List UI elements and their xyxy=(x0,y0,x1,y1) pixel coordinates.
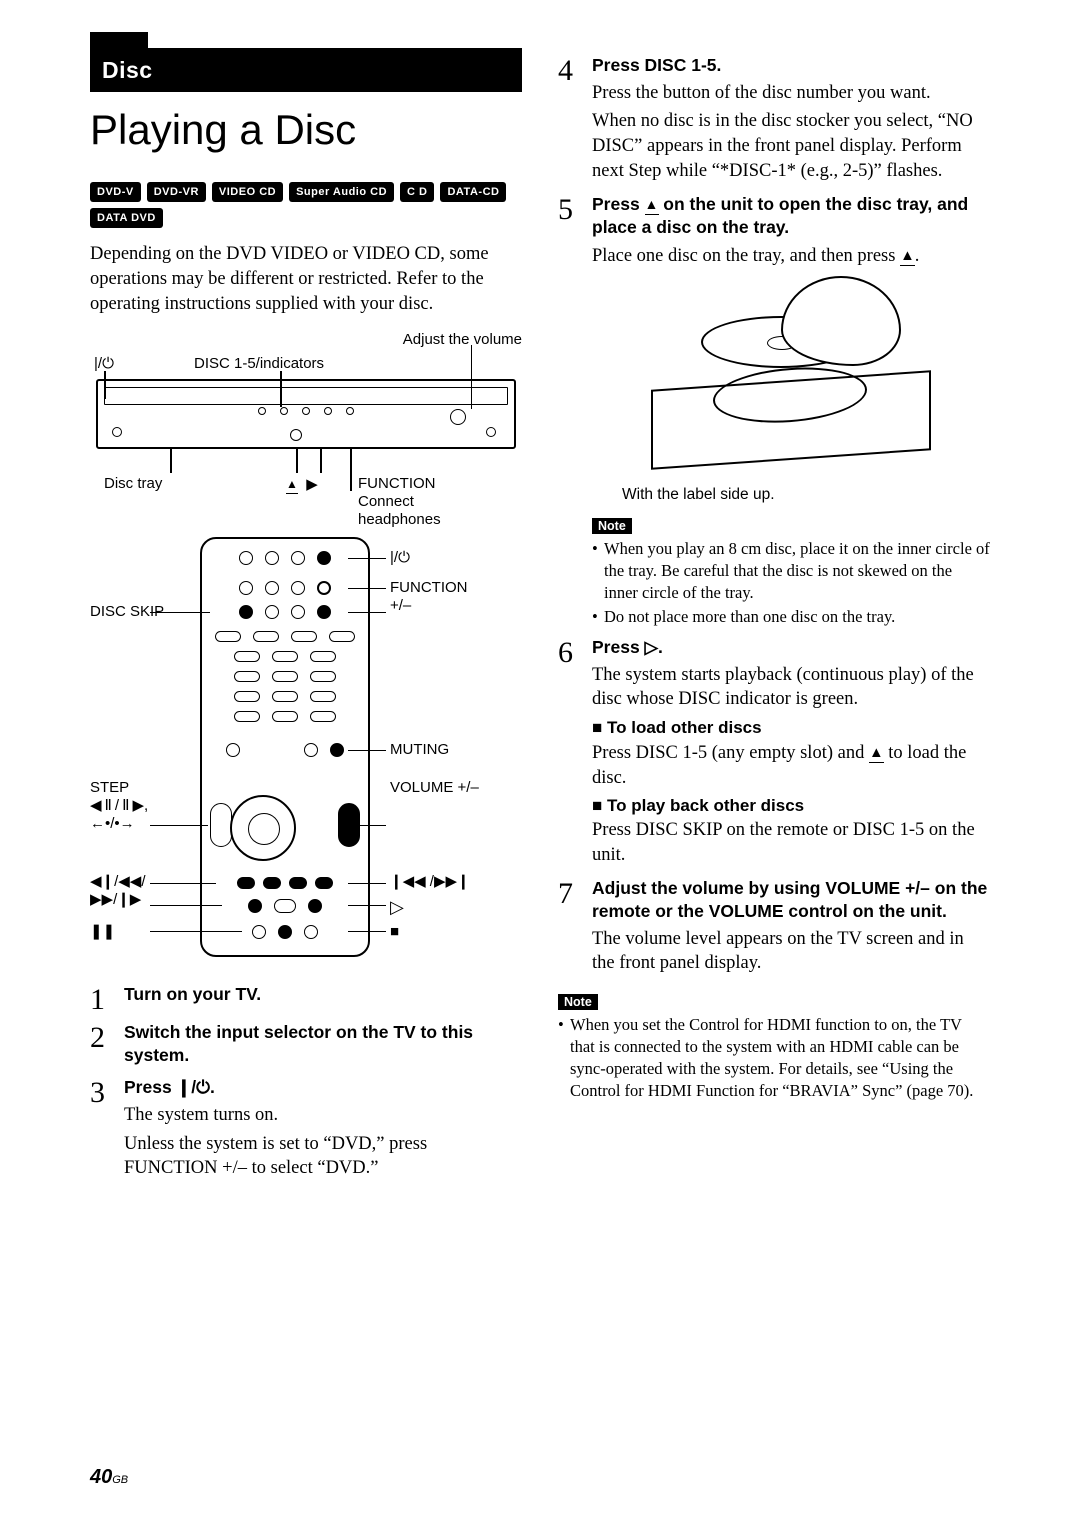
label-pause: ❚❚ xyxy=(90,923,115,941)
label-skip2: ▶▶/❙▶ xyxy=(90,891,141,909)
step-text: Unless the system is set to “DVD,” press… xyxy=(124,1132,522,1181)
step-text: Place one disc on the tray, and then pre… xyxy=(592,243,990,269)
note-item: When you set the Control for HDMI functi… xyxy=(558,1014,990,1102)
label-step-sym1: ◀ Ⅱ / Ⅱ ▶, xyxy=(90,797,148,815)
label-power: |/ xyxy=(94,355,114,372)
step-4: 4 Press DISC 1-5. Press the button of th… xyxy=(558,54,990,187)
label-step: STEP xyxy=(90,779,129,797)
label-skip1: ◀❙/◀◀/ xyxy=(90,873,146,891)
left-column: Disc Playing a Disc DVD-V DVD-VR VIDEO C… xyxy=(90,48,522,1191)
note-item: Do not place more than one disc on the t… xyxy=(592,606,990,628)
step-text: Press the button of the disc number you … xyxy=(592,81,990,106)
step-number: 6 xyxy=(558,636,592,871)
label-disc-tray: Disc tray xyxy=(104,475,162,492)
step-title: Press DISC 1-5. xyxy=(592,54,990,77)
badge: Super Audio CD xyxy=(289,182,394,202)
step-title: Press ❙/. xyxy=(124,1076,522,1099)
disc-illustration xyxy=(631,280,951,480)
steps-right: 4 Press DISC 1-5. Press the button of th… xyxy=(558,54,990,980)
eject-icon xyxy=(645,194,659,214)
badge: DATA-CD xyxy=(440,182,506,202)
page-footer: 40GB xyxy=(90,1466,128,1489)
label-disc-indicators: DISC 1-5/indicators xyxy=(194,355,324,372)
step-number: 1 xyxy=(90,983,124,1015)
badge: DATA DVD xyxy=(90,208,163,228)
illustration-caption: With the label side up. xyxy=(622,486,990,504)
badge: DVD-VR xyxy=(147,182,206,202)
step-title: Press on the unit to open the disc tray,… xyxy=(592,193,990,239)
page-region: GB xyxy=(112,1474,128,1486)
sub-heading: To load other discs xyxy=(592,718,990,738)
step-number: 7 xyxy=(558,877,592,980)
right-column: 4 Press DISC 1-5. Press the button of th… xyxy=(558,48,990,1191)
step-title: Press ▷. xyxy=(592,636,990,659)
label-volume: VOLUME +/– xyxy=(390,779,479,797)
note-list: When you set the Control for HDMI functi… xyxy=(558,1014,990,1102)
note-list: When you play an 8 cm disc, place it on … xyxy=(592,538,990,628)
badge: C D xyxy=(400,182,434,202)
label-stop-icon: ■ xyxy=(390,923,399,941)
remote-diagram: |/ FUNCTION +/– DISC SKIP MUTING VOLUME … xyxy=(90,527,522,967)
step-title: Switch the input selector on the TV to t… xyxy=(124,1021,522,1067)
step-6: 6 Press ▷. The system starts playback (c… xyxy=(558,636,990,871)
step-text: The system starts playback (continuous p… xyxy=(592,663,990,712)
note-tag: Note xyxy=(558,994,598,1010)
step-title: Adjust the volume by using VOLUME +/– on… xyxy=(592,877,990,923)
label-prev-next: ❙◀◀ /▶▶❙ xyxy=(390,873,470,891)
step-5: 5 Press on the unit to open the disc tra… xyxy=(558,193,990,630)
label-remote-power: |/ xyxy=(390,549,410,567)
sub-heading: To play back other discs xyxy=(592,796,990,816)
step-text: The volume level appears on the TV scree… xyxy=(592,927,990,976)
label-adjust-volume: Adjust the volume xyxy=(403,331,522,348)
section-tab-label: Disc xyxy=(90,57,153,83)
note-item: When you play an 8 cm disc, place it on … xyxy=(592,538,990,604)
eject-icon xyxy=(900,244,915,265)
step-3: 3 Press ❙/. The system turns on. Unless … xyxy=(90,1076,522,1185)
section-tab: Disc xyxy=(90,48,522,92)
label-step-sym2: ←•/•→ xyxy=(90,815,135,833)
label-eject-play: ▶ xyxy=(286,475,318,493)
step-text: Press DISC SKIP on the remote or DISC 1-… xyxy=(592,818,990,867)
step-1: 1 Turn on your TV. xyxy=(90,983,522,1015)
page-title: Playing a Disc xyxy=(90,106,522,154)
label-remote-function-pm: +/– xyxy=(390,597,411,615)
step-number: 2 xyxy=(90,1021,124,1071)
intro-text: Depending on the DVD VIDEO or VIDEO CD, … xyxy=(90,242,522,317)
eject-icon xyxy=(869,741,884,762)
unit-diagram: Adjust the volume |/ DISC 1-5/indicators… xyxy=(90,331,522,511)
step-2: 2 Switch the input selector on the TV to… xyxy=(90,1021,522,1071)
step-title: Turn on your TV. xyxy=(124,983,522,1006)
label-disc-skip: DISC SKIP xyxy=(90,603,164,621)
step-text: The system turns on. xyxy=(124,1103,522,1128)
format-badges: DVD-V DVD-VR VIDEO CD Super Audio CD C D… xyxy=(90,182,522,228)
step-number: 3 xyxy=(90,1076,124,1185)
step-number: 5 xyxy=(558,193,592,630)
step-7: 7 Adjust the volume by using VOLUME +/– … xyxy=(558,877,990,980)
note-tag: Note xyxy=(592,518,632,534)
badge: VIDEO CD xyxy=(212,182,283,202)
label-remote-function: FUNCTION xyxy=(390,579,468,597)
step-text: When no disc is in the disc stocker you … xyxy=(592,109,990,183)
label-headphones-2: headphones xyxy=(358,511,441,528)
label-function: FUNCTION xyxy=(358,475,436,492)
step-number: 4 xyxy=(558,54,592,187)
label-play-icon: ▷ xyxy=(390,897,404,919)
label-muting: MUTING xyxy=(390,741,449,759)
page-number: 40 xyxy=(90,1466,112,1488)
label-headphones-1: Connect xyxy=(358,493,414,510)
steps-left: 1 Turn on your TV. 2 Switch the input se… xyxy=(90,983,522,1185)
step-text: Press DISC 1-5 (any empty slot) and to l… xyxy=(592,740,990,790)
badge: DVD-V xyxy=(90,182,141,202)
